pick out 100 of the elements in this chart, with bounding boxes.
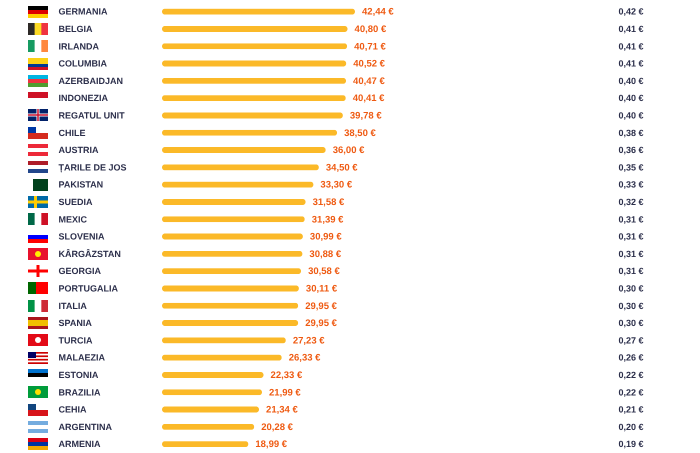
bar: [162, 95, 346, 102]
text: 0,40 €: [618, 110, 644, 120]
text: 0,22 €: [618, 370, 644, 380]
y-tick-label: AUSTRIA: [58, 145, 99, 156]
bar: [162, 164, 319, 170]
data-label: 18,99 €: [255, 439, 288, 450]
data-label: 31,39 €: [312, 214, 344, 226]
text: 0,30 €: [618, 300, 644, 311]
bar: [162, 406, 260, 413]
text: 0,32 €: [618, 196, 644, 207]
y-tick-label: SLOVENIA: [58, 232, 106, 242]
y-tick-label: REGATUL UNIT: [58, 110, 126, 120]
data-label: 33,30 €: [320, 180, 353, 191]
bar: [162, 112, 343, 118]
bar: [162, 250, 302, 257]
data-label: 40,47 €: [353, 76, 386, 87]
bar: [162, 43, 348, 50]
data-label: 29,95 €: [305, 318, 338, 330]
data-label: 39,78 €: [350, 110, 382, 122]
data-label: 40,41 €: [352, 93, 386, 104]
y-tick-label: BELGIA: [58, 24, 93, 34]
data-label: 40,71 €: [354, 41, 387, 52]
text: 0,38 €: [618, 128, 644, 138]
y-tick-label: INDONEZIA: [58, 93, 108, 104]
data-label: 38,50 €: [344, 128, 376, 139]
text: 0,33 €: [618, 180, 644, 190]
text: 0,36 €: [618, 145, 644, 156]
data-label: 22,33 €: [270, 370, 303, 381]
text: 0,26 €: [618, 352, 644, 363]
bar: [162, 130, 338, 136]
bar: [162, 198, 306, 205]
text: 0,27 €: [618, 335, 644, 346]
text: 0,31 €: [618, 232, 644, 242]
data-label: 40,80 €: [354, 24, 387, 35]
y-tick-label: IRLANDA: [58, 41, 100, 52]
text: 0,31 €: [618, 266, 644, 276]
bar: [162, 337, 286, 344]
data-label: 31,58 €: [312, 196, 346, 208]
text: 0,21 €: [618, 404, 644, 415]
y-tick-label: CHILE: [58, 128, 86, 138]
text: 0,41 €: [618, 58, 644, 69]
bar: [162, 302, 298, 309]
data-label: 21,34 €: [266, 404, 298, 416]
text: 0,30 €: [618, 283, 644, 294]
bar: [162, 26, 348, 32]
y-tick-label: PORTUGALIA: [58, 283, 118, 294]
bar: [162, 424, 254, 430]
y-tick-label: GEORGIA: [58, 266, 102, 276]
text: 0,41 €: [618, 24, 644, 34]
data-label: 20,28 €: [261, 422, 294, 433]
y-tick-label: ESTONIA: [58, 370, 99, 380]
bar: [162, 147, 326, 154]
data-label: 34,50 €: [326, 162, 358, 174]
text: 0,30 €: [618, 318, 644, 328]
bar: [162, 234, 303, 240]
text: 0,41 €: [618, 41, 644, 52]
data-label: 21,99 €: [269, 387, 302, 398]
y-tick-label: MALAEZIA: [58, 352, 106, 363]
data-label: 36,00 €: [332, 145, 366, 156]
data-label: 30,99 €: [310, 232, 342, 243]
data-label: 27,23 €: [292, 335, 326, 346]
y-tick-label: BRAZILIA: [58, 387, 101, 398]
data-label: 30,88 €: [309, 248, 342, 260]
text: 0,20 €: [618, 422, 644, 432]
y-tick-label: ITALIA: [58, 300, 88, 311]
text: 0,31 €: [618, 214, 644, 224]
y-tick-label: GERMANIA: [58, 6, 108, 17]
bar: [162, 354, 282, 361]
bar: [162, 216, 305, 222]
y-tick-label: COLUMBIA: [58, 58, 108, 69]
text: 0,40 €: [618, 76, 644, 86]
bar: [162, 441, 248, 448]
bar: [162, 268, 302, 274]
data-label: 42,44 €: [362, 6, 394, 18]
y-tick-label: ȚARILE DE JOS: [58, 162, 127, 172]
y-tick-label: ARMENIA: [58, 439, 101, 450]
text: 0,22 €: [618, 387, 644, 398]
bar: [162, 320, 298, 326]
text: 0,31 €: [618, 248, 644, 259]
bar: [162, 389, 262, 396]
y-tick-label: AZERBAIDJAN: [58, 76, 124, 86]
y-tick-label: CEHIA: [58, 404, 87, 415]
y-tick-label: SPANIA: [58, 318, 92, 328]
y-tick-label: SUEDIA: [58, 196, 94, 207]
y-tick-label: MEXIC: [58, 214, 88, 224]
bar: [162, 285, 299, 292]
text: 0,35 €: [618, 162, 644, 172]
bar: [162, 8, 355, 15]
y-tick-label: KÂRGÂZSTAN: [58, 248, 121, 259]
data-label: 30,11 €: [306, 283, 338, 294]
y-tick-label: ARGENTINA: [58, 422, 112, 432]
bar: [162, 182, 314, 188]
data-label: 40,52 €: [353, 58, 386, 70]
bar: [162, 60, 346, 67]
bar: [162, 372, 264, 378]
text: 0,42 €: [618, 6, 644, 17]
y-tick-label: TURCIA: [58, 335, 93, 346]
data-label: 29,95 €: [305, 300, 338, 312]
y-tick-label: PAKISTAN: [58, 180, 104, 190]
bar: [162, 78, 346, 84]
